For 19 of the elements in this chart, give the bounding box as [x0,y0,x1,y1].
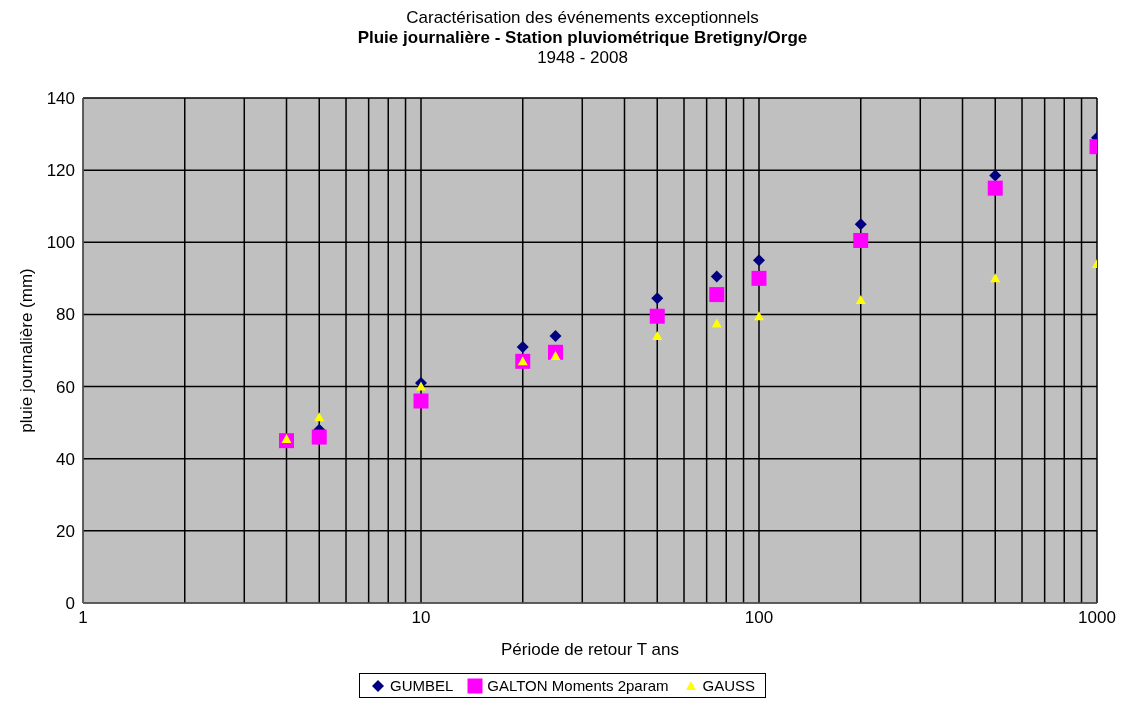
y-tick-label: 20 [56,521,75,541]
legend-label: GAUSS [701,677,756,694]
y-tick-label: 140 [46,89,75,109]
y-tick-label: 100 [46,233,75,253]
x-tick-label: 1000 [1078,608,1116,628]
x-axis-title: Période de retour T ans [501,640,679,659]
y-tick-label: 60 [56,377,75,397]
legend-label: GUMBEL [388,677,454,694]
y-axis-title: pluie journalière (mm) [17,268,37,433]
y-tick-label: 0 [65,594,75,614]
x-tick-label: 1 [78,608,88,628]
y-tick-label: 80 [56,305,75,325]
legend-label: GALTON Moments 2param [486,677,669,694]
y-tick-label: 120 [46,161,75,181]
chart-subtitle: Pluie journalière - Station pluviométrique Bretigny/Orge 1948 - 2008 [356,28,809,68]
x-tick-label: 100 [744,608,774,628]
y-tick-label: 40 [56,449,75,469]
chart-title: Caractérisation des événements exceptionnels [405,8,760,28]
x-tick-label: 10 [411,608,431,628]
